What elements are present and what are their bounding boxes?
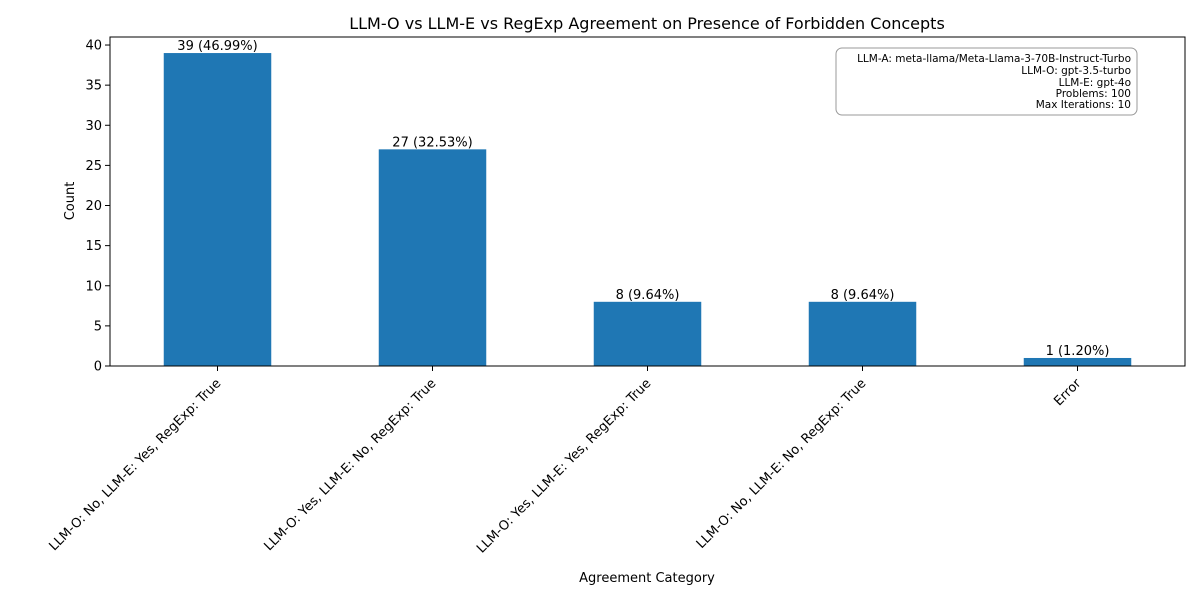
bar xyxy=(593,301,702,366)
info-line-problems: Problems: 100 xyxy=(1056,88,1131,100)
y-tick-label: 20 xyxy=(85,199,102,214)
info-box-frame xyxy=(835,47,1138,116)
x-tick-label: LLM-O: Yes, LLM-E: No, RegExp: True xyxy=(261,376,439,554)
info-line-model-e: LLM-E: gpt-4o xyxy=(1059,77,1131,89)
plot-frame xyxy=(109,36,1186,367)
x-axis: LLM-O: No, LLM-E: Yes, RegExp: True LLM-O… xyxy=(46,366,1085,556)
y-tick-label: 15 xyxy=(85,239,102,254)
info-line-model-o: LLM-O: gpt-3.5-turbo xyxy=(1021,65,1131,77)
bar-labels-group: 39 (46.99%) 27 (32.53%) 8 (9.64%) 8 (9.64%)… xyxy=(177,39,1109,359)
bar-value-label: 1 (1.20%) xyxy=(1046,344,1110,359)
y-axis: 0 5 10 15 20 25 30 35 40 xyxy=(85,39,110,375)
x-tick-label: LLM-O: No, LLM-E: No, RegExp: True xyxy=(694,376,870,552)
x-tick-label: LLM-O: Yes, LLM-E: Yes, RegExp: True xyxy=(474,376,654,556)
x-tick-label: LLM-O: No, LLM-E: Yes, RegExp: True xyxy=(46,376,224,554)
y-tick-label: 10 xyxy=(85,279,102,294)
y-tick-label: 30 xyxy=(85,119,102,134)
info-box: LLM-A: meta-llama/Meta-Llama-3-70B-Instr… xyxy=(835,47,1138,116)
y-tick-label: 0 xyxy=(94,360,102,375)
bar xyxy=(378,149,487,366)
info-line-max-iterations: Max Iterations: 10 xyxy=(1036,99,1131,111)
y-axis-label: Count xyxy=(63,182,78,221)
bar-value-label: 8 (9.64%) xyxy=(831,288,895,303)
bar xyxy=(808,301,917,366)
y-tick-label: 40 xyxy=(85,39,102,54)
y-tick-label: 25 xyxy=(85,159,102,174)
bar xyxy=(1023,357,1132,366)
info-line-model-a: LLM-A: meta-llama/Meta-Llama-3-70B-Instr… xyxy=(857,53,1131,65)
bar-value-label: 8 (9.64%) xyxy=(616,288,680,303)
bar-value-label: 39 (46.99%) xyxy=(177,39,257,54)
y-tick-label: 35 xyxy=(85,79,102,94)
bar-value-label: 27 (32.53%) xyxy=(392,135,472,150)
x-axis-label: Agreement Category xyxy=(579,571,715,586)
y-tick-label: 5 xyxy=(94,319,102,334)
chart-title: LLM-O vs LLM-E vs RegExp Agreement on Pr… xyxy=(349,14,945,33)
bar xyxy=(163,53,272,367)
bars-group xyxy=(163,53,1132,367)
x-tick-label: Error xyxy=(1051,376,1084,409)
